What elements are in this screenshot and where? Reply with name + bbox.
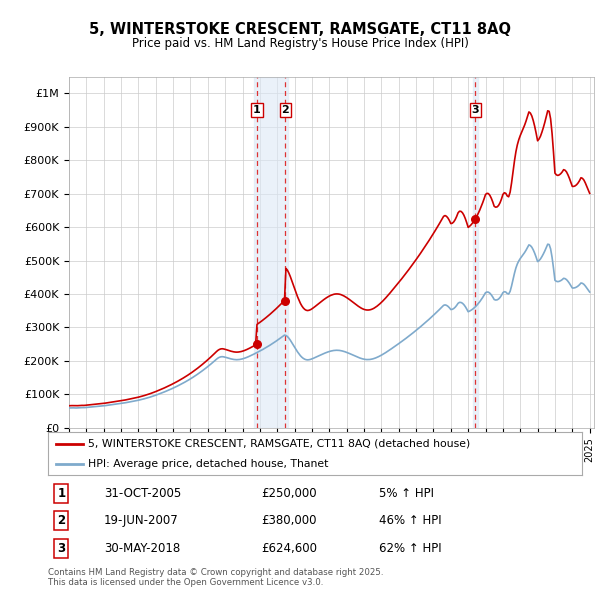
Text: Contains HM Land Registry data © Crown copyright and database right 2025.
This d: Contains HM Land Registry data © Crown c… [48,568,383,587]
Point [252,339,262,349]
Text: £624,600: £624,600 [262,542,317,555]
Text: 2: 2 [57,514,65,527]
Text: £250,000: £250,000 [262,487,317,500]
Text: 31-OCT-2005: 31-OCT-2005 [104,487,181,500]
Text: 2: 2 [281,105,289,115]
Text: Price paid vs. HM Land Registry's House Price Index (HPI): Price paid vs. HM Land Registry's House … [131,37,469,50]
Text: 46% ↑ HPI: 46% ↑ HPI [379,514,442,527]
Text: £380,000: £380,000 [262,514,317,527]
Bar [254,77,288,428]
Text: 1: 1 [253,105,261,115]
Text: 5, WINTERSTOKE CRESCENT, RAMSGATE, CT11 8AQ: 5, WINTERSTOKE CRESCENT, RAMSGATE, CT11 … [89,22,511,37]
Text: 62% ↑ HPI: 62% ↑ HPI [379,542,442,555]
Bar [473,77,478,428]
Text: HPI: Average price, detached house, Thanet: HPI: Average price, detached house, Than… [88,460,328,469]
Text: 19-JUN-2007: 19-JUN-2007 [104,514,179,527]
Text: 5, WINTERSTOKE CRESCENT, RAMSGATE, CT11 8AQ (detached house): 5, WINTERSTOKE CRESCENT, RAMSGATE, CT11 … [88,439,470,449]
Point [280,296,290,306]
Text: 30-MAY-2018: 30-MAY-2018 [104,542,181,555]
Point [470,214,480,224]
Text: 5% ↑ HPI: 5% ↑ HPI [379,487,434,500]
Text: 1: 1 [57,487,65,500]
Text: 3: 3 [57,542,65,555]
Text: 3: 3 [472,105,479,115]
